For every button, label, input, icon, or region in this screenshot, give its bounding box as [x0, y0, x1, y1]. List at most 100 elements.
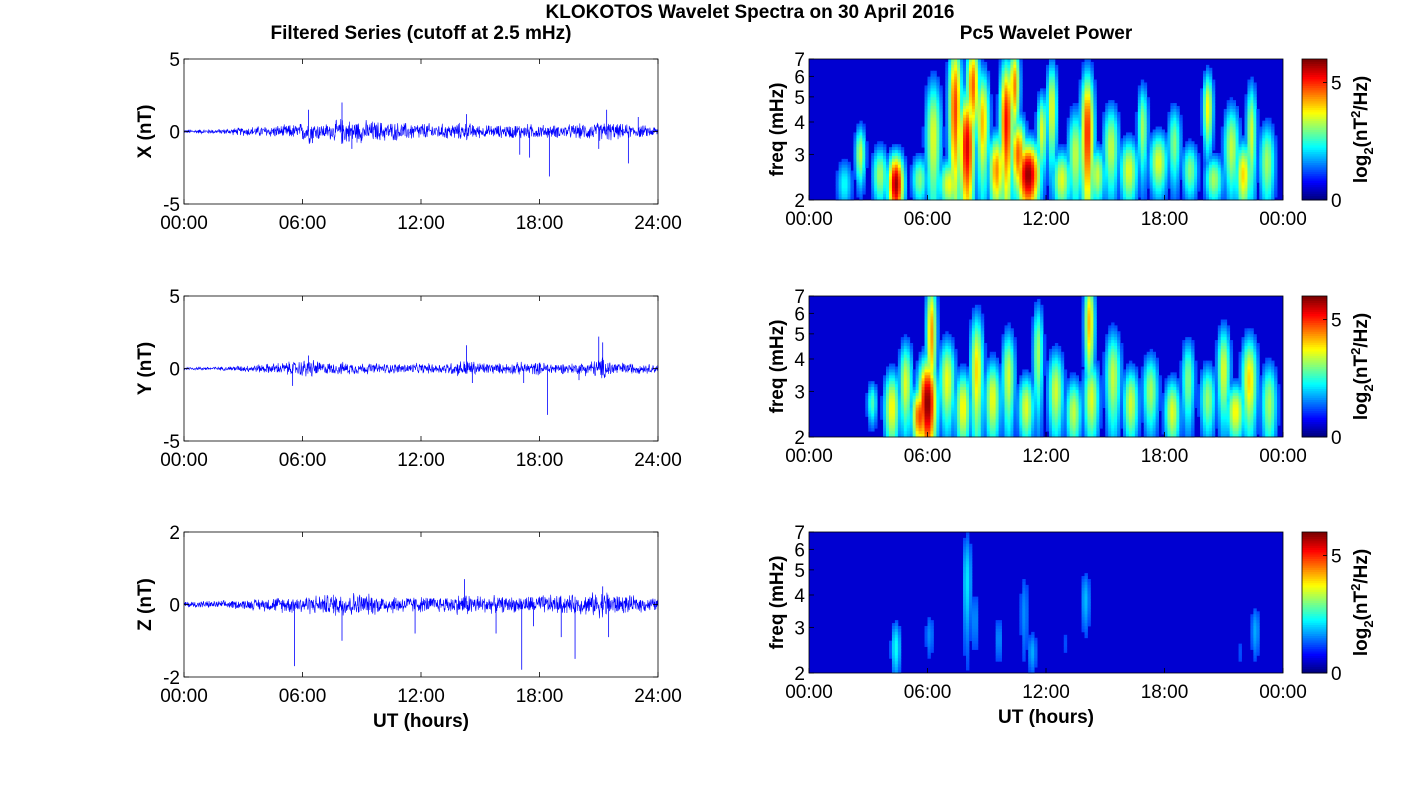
- heatmap-cell: [1040, 144, 1044, 148]
- heatmap-cell: [1013, 100, 1017, 104]
- heatmap-cell: [1081, 188, 1085, 192]
- heatmap-cell: [995, 173, 999, 177]
- heatmap-cell: [971, 67, 976, 72]
- heatmap-cell: [1128, 144, 1133, 148]
- heatmap-cell: [1259, 185, 1263, 189]
- heatmap-cell: [1203, 170, 1207, 174]
- colorbar-tick-label: 5: [1331, 74, 1342, 95]
- colorbar-segment: [1302, 72, 1327, 75]
- heatmap-cell: [1208, 114, 1213, 119]
- heatmap-cell: [995, 194, 999, 198]
- heatmap-cell: [1004, 153, 1008, 157]
- heatmap-cell: [1182, 185, 1186, 189]
- heatmap-cell: [924, 164, 928, 169]
- heatmap-cell: [1235, 147, 1239, 151]
- heatmap-cell: [1102, 144, 1106, 148]
- heatmap-cell: [960, 111, 964, 116]
- heatmap-cell: [1271, 155, 1275, 160]
- heatmap-cell: [1120, 138, 1124, 142]
- heatmap-cell: [1093, 161, 1097, 166]
- heatmap-cell: [1048, 191, 1053, 195]
- heatmap-cell: [1265, 164, 1269, 169]
- heatmap-cell: [1102, 197, 1106, 201]
- heatmap-cell: [936, 132, 940, 136]
- heatmap-cell: [1010, 158, 1014, 163]
- heatmap-cell: [894, 410, 899, 414]
- heatmap-cell: [1203, 94, 1207, 98]
- heatmap-cell: [1205, 173, 1210, 177]
- heatmap-cell: [1146, 153, 1151, 157]
- y-tick-label: 2: [169, 523, 180, 544]
- colorbar-label: log2(nT2/Hz): [1348, 76, 1376, 183]
- heatmap-cell: [980, 182, 985, 186]
- heatmap-cell: [1253, 194, 1257, 198]
- heatmap-cell: [1185, 147, 1189, 151]
- heatmap-cell: [957, 120, 961, 125]
- heatmap-cell: [930, 85, 934, 89]
- heatmap-cell: [968, 114, 973, 119]
- heatmap-cell: [1063, 144, 1068, 148]
- heatmap-cell: [850, 188, 854, 192]
- heatmap-cell: [1048, 194, 1053, 198]
- heatmap-cell: [1069, 150, 1074, 154]
- heatmap-cell: [971, 179, 976, 183]
- heatmap-cell: [986, 111, 991, 116]
- heatmap-cell: [1125, 188, 1130, 192]
- heatmap-cell: [924, 117, 928, 122]
- heatmap-cell: [844, 182, 848, 186]
- heatmap-cell: [1043, 94, 1047, 98]
- heatmap-cell: [1028, 153, 1032, 157]
- heatmap-cell: [1170, 158, 1174, 163]
- heatmap-cell: [983, 129, 988, 133]
- heatmap-cell: [1040, 161, 1044, 166]
- heatmap-cell: [1105, 123, 1109, 127]
- heatmap-cell: [1078, 170, 1082, 174]
- heatmap-cell: [921, 170, 925, 174]
- heatmap-cell: [1019, 97, 1023, 101]
- heatmap-cell: [971, 111, 976, 116]
- heatmap-cell: [1140, 167, 1145, 172]
- heatmap-cell: [1078, 176, 1082, 180]
- heatmap-cell: [1232, 147, 1236, 151]
- heatmap-cell: [865, 141, 869, 145]
- heatmap-cell: [1111, 197, 1115, 201]
- heatmap-cell: [918, 167, 922, 172]
- heatmap-cell: [974, 85, 979, 89]
- heatmap-cell: [1081, 150, 1085, 154]
- heatmap-cell: [1140, 88, 1145, 92]
- heatmap-cell: [1004, 100, 1008, 104]
- heatmap-cell: [1096, 161, 1100, 166]
- heatmap-cell: [877, 188, 881, 192]
- colorbar-segment: [1302, 175, 1327, 179]
- heatmap-cell: [1217, 197, 1222, 201]
- heatmap-cell: [1229, 103, 1234, 107]
- heatmap-cell: [1265, 188, 1269, 192]
- heatmap-cell: [1007, 114, 1011, 119]
- heatmap-cell: [1223, 173, 1228, 177]
- heatmap-cell: [986, 191, 991, 195]
- heatmap-cell: [1046, 114, 1050, 119]
- heatmap-cell: [1117, 138, 1121, 142]
- heatmap-cell: [1019, 173, 1023, 177]
- heatmap-cell: [939, 182, 943, 186]
- heatmap-cell: [1211, 170, 1216, 174]
- heatmap-cell: [1051, 141, 1056, 145]
- heatmap-cell: [1075, 155, 1079, 160]
- heatmap-cell: [1046, 85, 1050, 89]
- heatmap-cell: [1043, 197, 1047, 201]
- heatmap-cell: [921, 191, 925, 195]
- heatmap-cell: [1259, 138, 1263, 142]
- heatmap-cell: [968, 194, 973, 198]
- heatmap-cell: [1111, 144, 1115, 148]
- heatmap-cell: [886, 161, 890, 166]
- heatmap-cell: [1167, 176, 1171, 180]
- heatmap-cell: [1185, 185, 1189, 189]
- heatmap-cell: [1057, 144, 1062, 148]
- heatmap-cell: [963, 79, 967, 83]
- heatmap-cell: [1229, 182, 1234, 186]
- heatmap-cell: [880, 144, 884, 148]
- heatmap-cell: [1123, 158, 1127, 163]
- heatmap-cell: [859, 170, 863, 174]
- heatmap-cell: [1259, 167, 1263, 172]
- heatmap-cell: [1060, 170, 1065, 174]
